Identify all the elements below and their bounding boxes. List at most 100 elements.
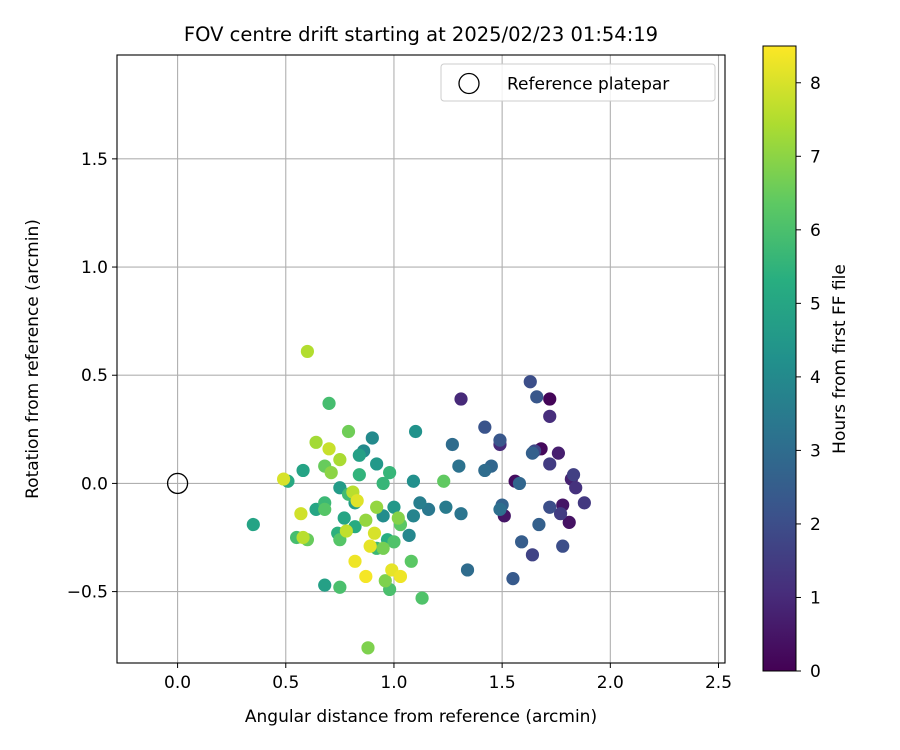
data-point bbox=[324, 465, 338, 480]
axis-ticks: 0.0 0.5 1.0 1.5 2.0 2.5 −0.5 0.0 0.5 1.0 1.5 bbox=[67, 150, 732, 693]
x-tick-label: 0.0 bbox=[164, 673, 191, 693]
data-point bbox=[350, 494, 364, 508]
data-point bbox=[506, 572, 520, 586]
plot-frame bbox=[116, 54, 726, 664]
data-point bbox=[370, 500, 384, 514]
data-point bbox=[339, 524, 353, 538]
colorbar-tick-label: 2 bbox=[810, 515, 821, 535]
data-point bbox=[337, 511, 351, 525]
data-point bbox=[478, 463, 492, 478]
data-point bbox=[493, 433, 507, 447]
data-point bbox=[309, 435, 323, 449]
data-point bbox=[460, 563, 475, 577]
data-point bbox=[525, 446, 540, 460]
colorbar-tick-label: 8 bbox=[810, 74, 821, 94]
data-point bbox=[515, 535, 529, 549]
data-point bbox=[404, 554, 418, 568]
data-point bbox=[553, 507, 568, 521]
x-tick-label: 1.0 bbox=[380, 673, 407, 693]
data-point bbox=[296, 463, 310, 478]
data-point bbox=[387, 500, 401, 514]
data-point bbox=[391, 511, 405, 525]
chart-title: FOV centre drift starting at 2025/02/23 … bbox=[184, 23, 658, 46]
data-point bbox=[569, 481, 583, 495]
data-point bbox=[294, 507, 308, 521]
colorbar-tick-label: 1 bbox=[810, 588, 821, 608]
data-point bbox=[361, 641, 375, 655]
data-point bbox=[512, 476, 527, 491]
data-point bbox=[413, 496, 427, 510]
y-tick-label: 0.5 bbox=[81, 366, 108, 386]
data-point bbox=[406, 474, 421, 488]
data-point bbox=[530, 390, 544, 404]
data-point bbox=[352, 468, 366, 482]
colorbar-tick-label: 5 bbox=[810, 294, 821, 314]
data-point bbox=[523, 375, 537, 389]
legend-label: Reference platepar bbox=[507, 75, 669, 95]
y-tick-label: −0.5 bbox=[67, 583, 108, 603]
y-tick-label: 0.0 bbox=[81, 474, 108, 494]
data-point bbox=[277, 472, 291, 486]
data-point bbox=[363, 539, 377, 553]
data-point bbox=[445, 437, 459, 452]
x-tick-label: 1.5 bbox=[489, 673, 516, 693]
data-point bbox=[378, 574, 392, 588]
colorbar-gradient bbox=[762, 45, 797, 672]
data-point bbox=[543, 500, 557, 514]
data-point bbox=[454, 507, 468, 521]
data-point bbox=[543, 392, 557, 406]
data-point bbox=[493, 502, 507, 516]
data-point bbox=[543, 457, 557, 471]
data-point bbox=[566, 468, 581, 482]
data-point bbox=[393, 569, 408, 584]
data-point bbox=[387, 535, 401, 549]
colorbar-tick-label: 0 bbox=[810, 662, 821, 682]
data-point bbox=[525, 548, 540, 562]
data-point bbox=[415, 591, 429, 605]
legend-marker-open-circle bbox=[458, 72, 480, 95]
data-point bbox=[376, 476, 390, 491]
data-point bbox=[359, 569, 373, 584]
data-point bbox=[300, 344, 315, 359]
colorbar-tick-label: 3 bbox=[810, 441, 821, 461]
data-point bbox=[543, 409, 557, 423]
colorbar-ticks: 0 1 2 3 4 5 6 7 8 bbox=[796, 74, 821, 682]
data-point bbox=[439, 500, 453, 514]
y-tick-label: 1.0 bbox=[81, 258, 108, 278]
colorbar-label: Hours from first FF file bbox=[830, 264, 850, 454]
colorbar-tick-label: 4 bbox=[810, 368, 821, 388]
data-point bbox=[408, 424, 423, 439]
data-point bbox=[376, 541, 390, 555]
data-point bbox=[352, 448, 366, 462]
data-point bbox=[322, 396, 336, 410]
data-point bbox=[296, 530, 310, 545]
x-tick-label: 2.0 bbox=[597, 673, 624, 693]
data-point bbox=[383, 465, 397, 480]
data-point bbox=[562, 515, 576, 529]
data-point bbox=[359, 513, 373, 527]
data-point bbox=[437, 474, 451, 488]
data-point bbox=[577, 496, 591, 510]
colorbar: 0 1 2 3 4 5 6 7 8 Hours from first FF file bbox=[762, 45, 850, 682]
plot-area bbox=[117, 55, 725, 663]
data-point bbox=[333, 580, 347, 594]
x-axis-label: Angular distance from reference (arcmin) bbox=[245, 707, 597, 727]
data-point bbox=[333, 453, 347, 467]
data-point bbox=[370, 457, 384, 471]
data-point bbox=[318, 578, 332, 592]
data-point bbox=[452, 459, 466, 473]
data-point bbox=[551, 446, 565, 460]
data-point bbox=[532, 517, 546, 532]
x-tick-label: 2.5 bbox=[705, 673, 732, 693]
colorbar-tick-label: 7 bbox=[810, 147, 821, 167]
data-point bbox=[367, 526, 382, 540]
data-point bbox=[318, 502, 332, 516]
grid-lines bbox=[117, 55, 725, 663]
data-point bbox=[322, 442, 336, 456]
data-point bbox=[341, 424, 356, 439]
x-tick-label: 0.5 bbox=[272, 673, 299, 693]
colorbar-tick-label: 6 bbox=[810, 221, 821, 241]
reference-platepar-marker bbox=[166, 472, 189, 495]
data-point bbox=[365, 431, 379, 445]
